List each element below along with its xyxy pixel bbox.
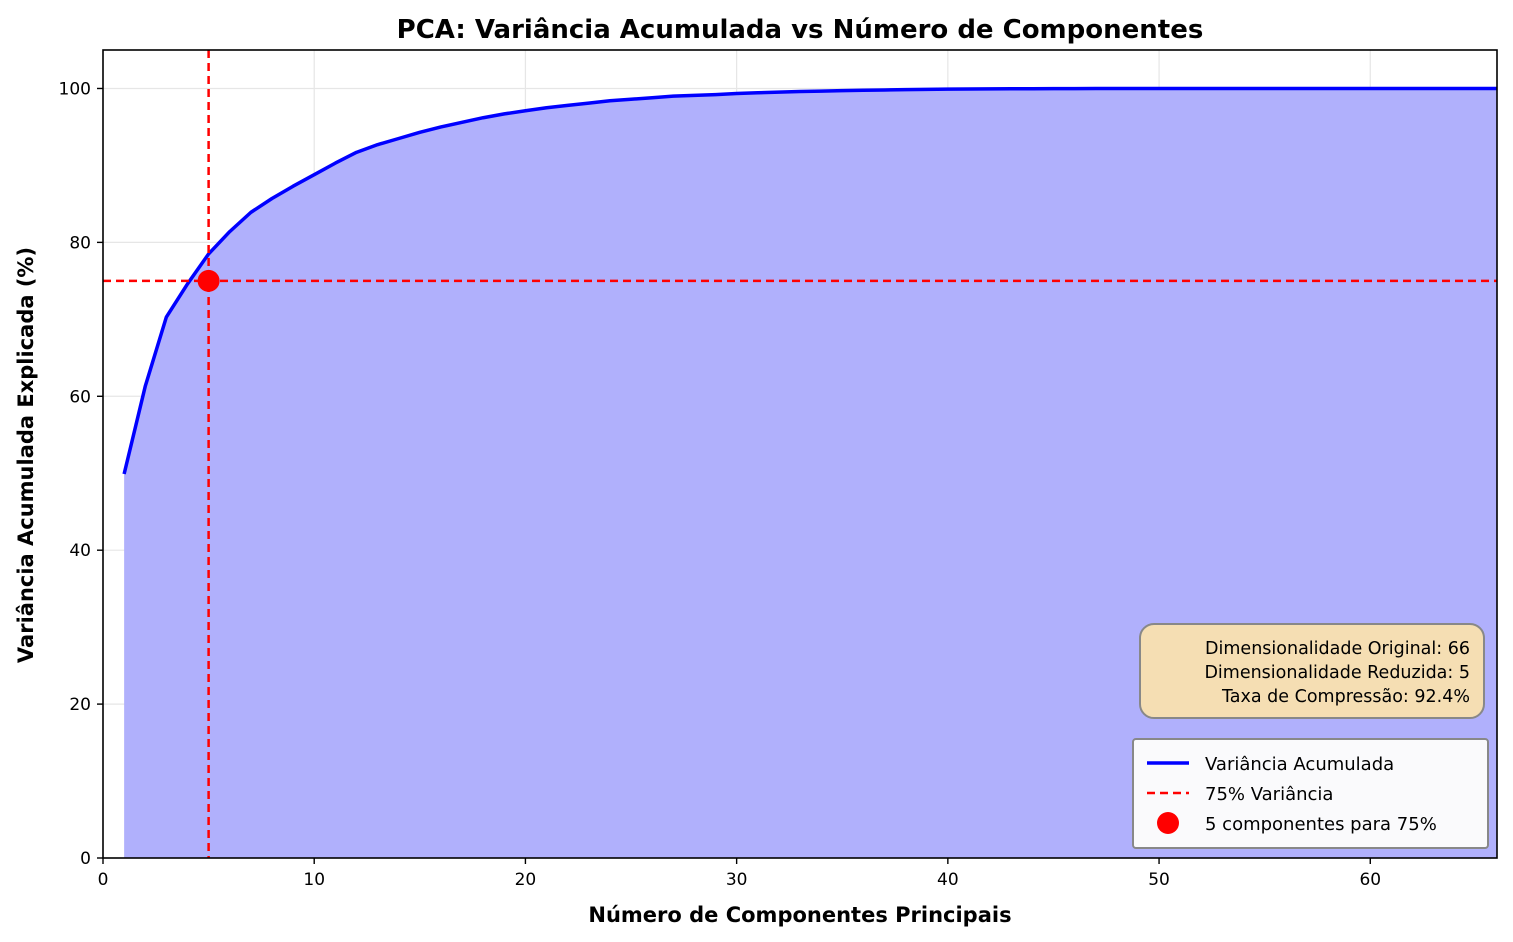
x-axis-title: Número de Componentes Principais (588, 903, 1011, 927)
legend-label-threshold: 75% Variância (1205, 784, 1333, 805)
y-tick-label: 80 (69, 233, 91, 253)
info-line-compression: Taxa de Compressão: 92.4% (1221, 687, 1470, 707)
x-tick-label: 40 (937, 870, 959, 890)
y-tick-label: 40 (69, 541, 91, 561)
legend: Variância Acumulada 75% Variância 5 comp… (1132, 738, 1489, 849)
x-tick-label: 30 (726, 870, 748, 890)
y-tick-label: 20 (69, 695, 91, 715)
y-axis-title: Variância Acumulada Explicada (%) (14, 247, 38, 663)
legend-frame (1132, 738, 1489, 849)
x-tick-label: 10 (303, 870, 325, 890)
info-line-original: Dimensionalidade Original: 66 (1205, 639, 1470, 659)
x-tick-label: 50 (1148, 870, 1170, 890)
legend-marker-point (1157, 812, 1179, 834)
chart-title: PCA: Variância Acumulada vs Número de Co… (397, 15, 1204, 45)
x-tick-label: 20 (515, 870, 537, 890)
threshold-marker-point (197, 269, 220, 292)
legend-label-variance: Variância Acumulada (1205, 754, 1394, 775)
axes: 0 10 20 30 40 50 60 0 20 40 60 80 100 (59, 49, 1498, 890)
y-tick-label: 100 (59, 79, 91, 99)
plot-frame (102, 49, 1498, 859)
x-tick-label: 0 (98, 870, 109, 890)
y-tick-label: 0 (80, 849, 91, 869)
info-box-background (1139, 623, 1485, 719)
info-line-reduced: Dimensionalidade Reduzida: 5 (1204, 663, 1470, 683)
legend-label-point: 5 componentes para 75% (1205, 814, 1437, 835)
variance-line (122, 86, 1497, 475)
info-box: Dimensionalidade Original: 66 Dimensiona… (1139, 623, 1485, 719)
x-tick-label: 60 (1359, 870, 1381, 890)
y-tick-label: 60 (69, 387, 91, 407)
plot-area (103, 50, 1497, 858)
